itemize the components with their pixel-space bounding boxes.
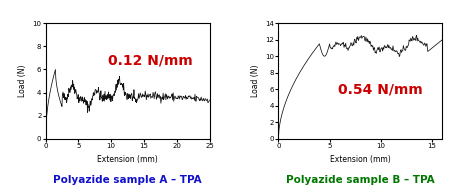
Y-axis label: Load (N): Load (N) — [250, 65, 259, 97]
Y-axis label: Load (N): Load (N) — [18, 65, 27, 97]
Text: Polyazide sample A – TPA: Polyazide sample A – TPA — [53, 175, 202, 185]
Text: 0.12 N/mm: 0.12 N/mm — [108, 53, 192, 67]
Text: Polyazide sample B – TPA: Polyazide sample B – TPA — [285, 175, 434, 185]
Text: 0.54 N/mm: 0.54 N/mm — [338, 82, 422, 96]
X-axis label: Extension (mm): Extension (mm) — [329, 155, 390, 164]
X-axis label: Extension (mm): Extension (mm) — [97, 155, 157, 164]
